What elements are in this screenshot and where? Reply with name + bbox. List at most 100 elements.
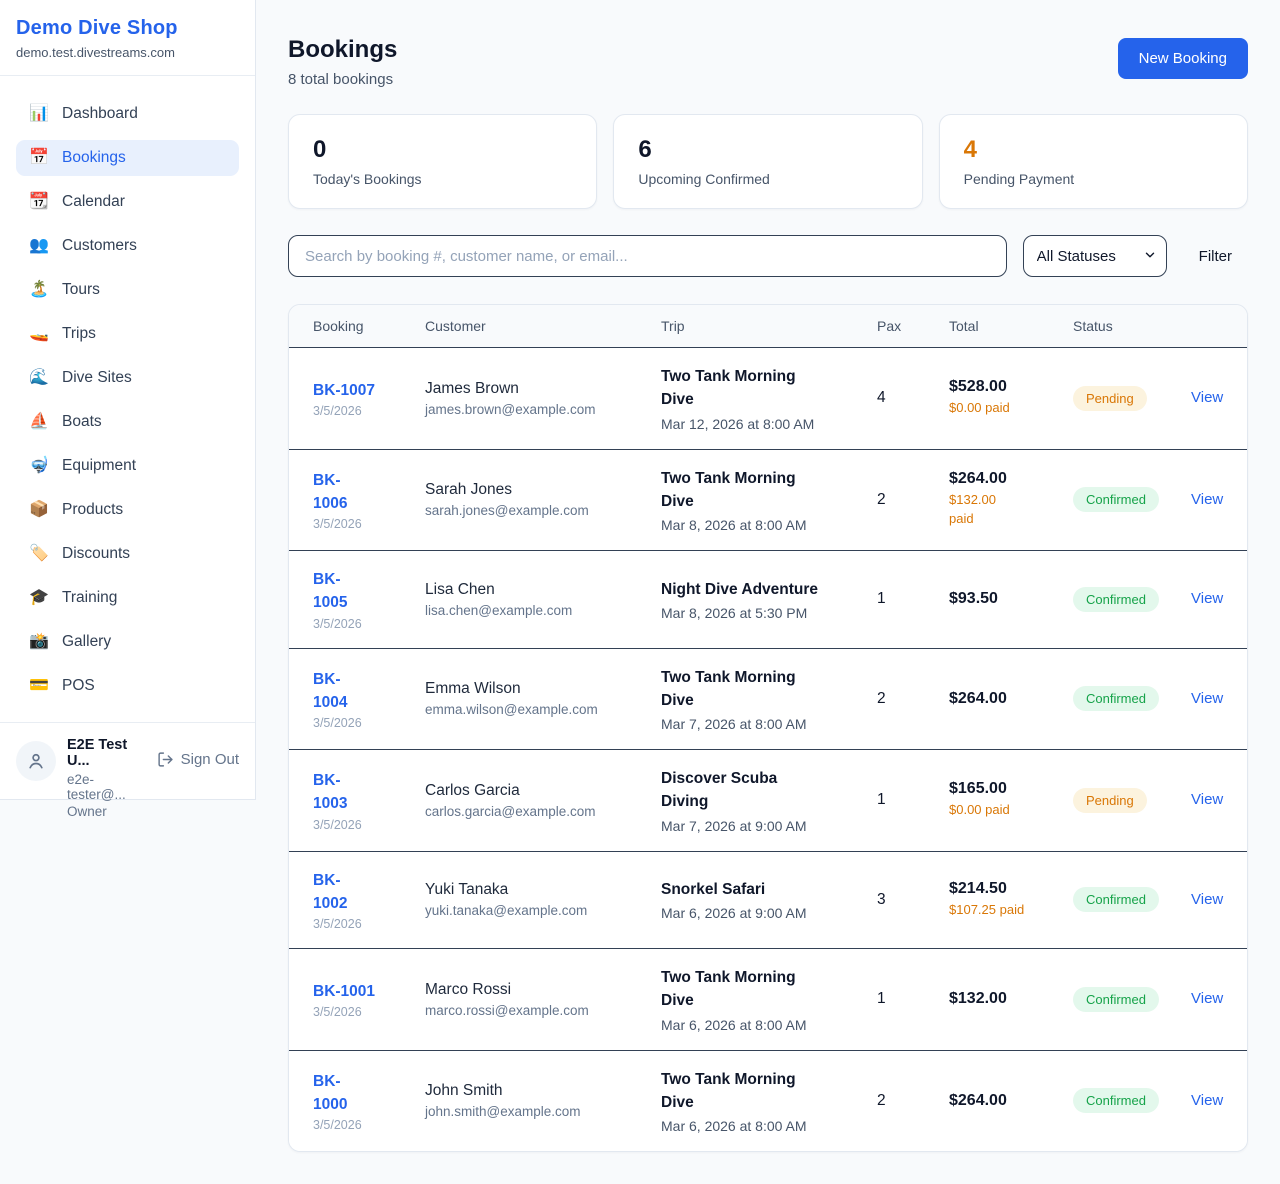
sidebar-item-bookings[interactable]: 📅 Bookings [16, 140, 239, 176]
avatar [16, 741, 56, 781]
trip-datetime: Mar 6, 2026 at 9:00 AM [661, 905, 807, 922]
column-header-total: Total [949, 318, 979, 334]
trip-datetime: Mar 7, 2026 at 9:00 AM [661, 817, 807, 834]
sidebar-item-discounts[interactable]: 🏷️ Discounts [16, 536, 239, 572]
trip-name: Snorkel Safari [661, 881, 766, 899]
sidebar-item-label: Trips [62, 325, 96, 342]
dive-sites-icon: 🌊 [29, 369, 49, 386]
trip-name: Two Tank Morning Dive [661, 368, 796, 409]
view-link[interactable]: View [1191, 990, 1224, 1008]
customer-name: Yuki Tanaka [425, 881, 509, 899]
column-header-pax: Pax [877, 318, 902, 334]
status-badge: Confirmed [1073, 686, 1159, 712]
new-booking-button[interactable]: New Booking [1117, 38, 1248, 79]
boats-icon: ⛵ [29, 413, 49, 430]
view-link[interactable]: View [1191, 890, 1224, 908]
booking-id-link[interactable]: BK- 1002 [313, 871, 348, 912]
customer-email: sarah.jones@example.com [425, 503, 589, 519]
booking-id-link[interactable]: BK-1001 [313, 982, 376, 1000]
total-amount: $165.00 [949, 780, 1007, 798]
sidebar-item-boats[interactable]: ⛵ Boats [16, 404, 239, 440]
sidebar-item-label: Bookings [62, 149, 126, 166]
sidebar-item-training[interactable]: 🎓 Training [16, 580, 239, 616]
pax-count: 1 [877, 590, 886, 608]
booking-id-link[interactable]: BK- 1004 [313, 670, 348, 711]
booking-date: 3/5/2026 [313, 403, 362, 418]
stat-card-pending-payment: 4 Pending Payment [938, 114, 1248, 209]
view-link[interactable]: View [1191, 689, 1224, 707]
trip-datetime: Mar 7, 2026 at 8:00 AM [661, 716, 807, 732]
pax-count: 2 [877, 689, 886, 707]
sidebar-item-calendar[interactable]: 📆 Calendar [16, 184, 239, 220]
calendar-icon: 📆 [29, 193, 49, 210]
customer-name: John Smith [425, 1082, 503, 1100]
pax-count: 2 [877, 1091, 886, 1109]
booking-id-link[interactable]: BK- 1005 [313, 571, 348, 612]
sidebar-item-label: Tours [62, 281, 100, 298]
table-row: BK-1007 3/5/2026 James Brown james.brown… [289, 348, 1247, 450]
filter-button[interactable]: Filter [1183, 248, 1248, 265]
sidebar-item-customers[interactable]: 👥 Customers [16, 228, 239, 264]
sidebar-item-tours[interactable]: 🏝️ Tours [16, 272, 239, 308]
customer-email: carlos.garcia@example.com [425, 803, 596, 819]
sidebar-item-products[interactable]: 📦 Products [16, 492, 239, 528]
table-row: BK- 1002 3/5/2026 Yuki Tanaka yuki.tanak… [289, 851, 1247, 949]
status-badge: Confirmed [1073, 586, 1159, 612]
table-row: BK-1001 3/5/2026 Marco Rossi marco.rossi… [289, 949, 1247, 1051]
paid-amount: $0.00 paid [949, 400, 1010, 416]
gallery-icon: 📸 [29, 633, 49, 650]
trip-datetime: Mar 6, 2026 at 8:00 AM [661, 1016, 807, 1033]
stat-value: 6 [638, 136, 652, 163]
sign-out-icon [158, 752, 173, 767]
sidebar-item-equipment[interactable]: 🤿 Equipment [16, 448, 239, 484]
sidebar-item-pos[interactable]: 💳 POS [16, 668, 239, 704]
trip-name: Two Tank Morning Dive [661, 469, 796, 510]
view-link[interactable]: View [1191, 590, 1224, 608]
total-amount: $132.00 [949, 990, 1007, 1008]
page-title: Bookings [288, 36, 398, 63]
view-link[interactable]: View [1191, 389, 1224, 407]
booking-date: 3/5/2026 [313, 716, 362, 730]
sidebar-item-trips[interactable]: 🚤 Trips [16, 316, 239, 352]
sidebar-item-dive-sites[interactable]: 🌊 Dive Sites [16, 360, 239, 396]
table-header: Booking Customer Trip Pax Total Status [289, 305, 1247, 348]
booking-id-link[interactable]: BK- 1006 [313, 471, 348, 512]
brand-name: Demo Dive Shop [16, 17, 178, 39]
trip-name: Night Dive Adventure [661, 580, 819, 598]
status-badge: Confirmed [1073, 887, 1159, 913]
training-icon: 🎓 [29, 589, 49, 606]
brand-domain: demo.test.divestreams.com [16, 45, 175, 60]
stat-label: Upcoming Confirmed [638, 171, 770, 187]
equipment-icon: 🤿 [29, 457, 49, 474]
total-amount: $528.00 [949, 378, 1007, 396]
bookings-icon: 📅 [29, 149, 49, 166]
sidebar-item-gallery[interactable]: 📸 Gallery [16, 624, 239, 660]
user-email: e2e-tester@... [67, 772, 126, 802]
search-input[interactable] [288, 235, 1007, 277]
sidebar-item-dashboard[interactable]: 📊 Dashboard [16, 96, 239, 132]
customer-email: yuki.tanaka@example.com [425, 903, 588, 919]
status-badge: Pending [1073, 787, 1147, 813]
table-row: BK- 1004 3/5/2026 Emma Wilson emma.wilso… [289, 648, 1247, 750]
total-amount: $264.00 [949, 1091, 1007, 1109]
stat-cards: 0 Today's Bookings 6 Upcoming Confirmed … [288, 114, 1248, 209]
column-header-trip: Trip [661, 318, 685, 334]
view-link[interactable]: View [1191, 490, 1224, 508]
sidebar: Demo Dive Shop demo.test.divestreams.com… [0, 0, 256, 819]
booking-id-link[interactable]: BK-1007 [313, 381, 376, 399]
status-select[interactable]: All Statuses [1022, 235, 1167, 277]
view-link[interactable]: View [1191, 791, 1224, 809]
status-badge: Confirmed [1073, 1088, 1159, 1114]
view-link[interactable]: View [1191, 1091, 1224, 1109]
sign-out-button[interactable]: Sign Out [157, 751, 239, 768]
booking-id-link[interactable]: BK- 1003 [313, 772, 348, 813]
customer-name: Sarah Jones [425, 481, 513, 499]
sidebar-item-label: Dashboard [62, 105, 138, 122]
booking-date: 3/5/2026 [313, 517, 362, 531]
paid-amount: $132.00 paid [949, 492, 996, 527]
booking-id-link[interactable]: BK- 1000 [313, 1072, 348, 1113]
user-role: Owner [67, 804, 107, 819]
stat-value: 4 [963, 136, 978, 163]
trip-datetime: Mar 12, 2026 at 8:00 AM [661, 415, 815, 432]
sidebar-item-label: Customers [62, 237, 137, 254]
